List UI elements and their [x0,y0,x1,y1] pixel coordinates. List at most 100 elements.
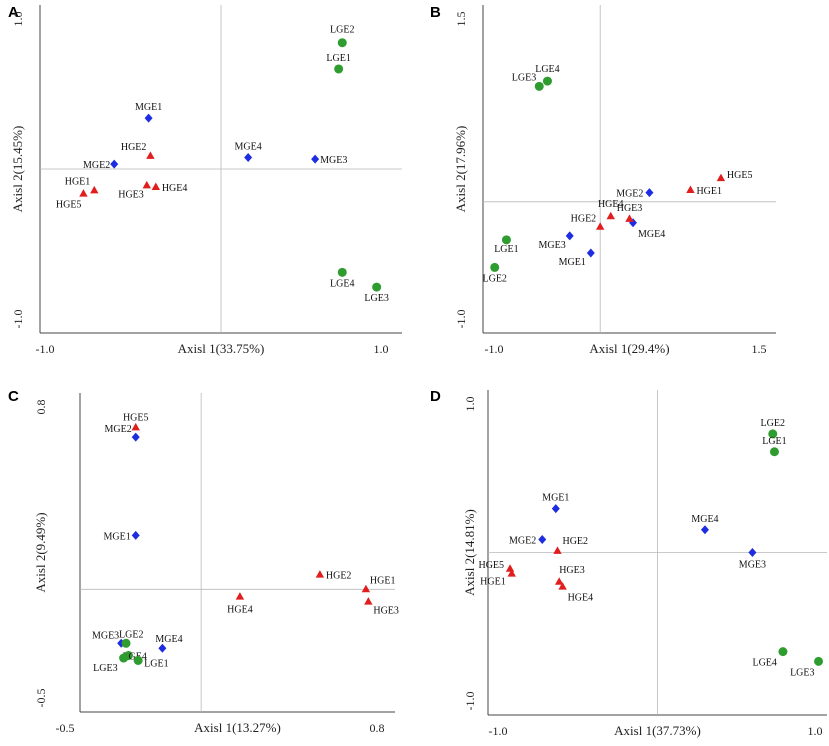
point-label-lge1: LGE1 [144,658,168,669]
point-lge3 [814,656,824,666]
point-lge4 [778,647,788,657]
point-hge2 [146,151,155,159]
panel-b: B -1.0 1.5 1.5 -1.0 Axisl 1(29.4%) Axisl 2(17.… [430,4,776,356]
point-label-hge3: HGE3 [559,565,585,576]
point-label-mge4: MGE4 [691,514,718,525]
point-mge3 [748,548,757,557]
point-hge4 [235,592,245,600]
point-label-lge4: LGE4 [752,658,776,669]
point-label-mge2: MGE2 [616,189,643,200]
point-label-lge4: LGE4 [330,278,354,289]
point-label-lge3: LGE3 [512,72,536,83]
point-mge4 [244,153,253,163]
point-label-hge2: HGE2 [121,142,147,153]
point-hge1 [90,185,99,194]
point-mge2 [110,159,119,169]
point-lge4 [337,267,347,277]
point-label-hge3: HGE3 [118,189,144,200]
point-mge4 [158,643,167,653]
point-label-lge2: LGE2 [482,273,506,284]
point-lge2 [121,638,131,648]
point-label-hge5: HGE5 [727,170,753,181]
point-lge2 [337,38,347,48]
point-label-mge1: MGE1 [135,102,162,113]
x-tick-label: -0.5 [56,721,75,735]
point-lge1 [133,655,143,665]
point-label-hge1: HGE1 [65,176,91,187]
point-mge3 [311,154,320,164]
point-hge3 [142,180,151,189]
panel-c: C -0.5 0.8 0.8 -0.5 Axisl 1(13.27%) Axisl 2(9.… [8,388,399,735]
point-label-hge1: HGE1 [480,577,506,588]
point-label-hge4: HGE4 [162,183,188,194]
point-label-hge5: HGE5 [123,412,149,423]
x-axis-label: Axisl 1(13.27%) [194,720,281,735]
point-hge3 [364,597,373,605]
point-lge3 [119,653,129,663]
y-tick-label: -1.0 [454,310,468,329]
point-label-mge3: MGE3 [538,240,565,251]
point-label-mge4: MGE4 [155,634,182,645]
x-axis-label: Axisl 1(33.75%) [178,341,265,356]
point-label-lge3: LGE3 [93,663,117,674]
point-label-mge2: MGE2 [104,424,131,435]
point-mge1 [144,113,153,123]
x-tick-label: 0.8 [370,721,385,735]
y-axis-label: Axisl 2(15.45%) [10,126,25,213]
panel-label-b: B [430,4,441,21]
point-label-lge1: LGE1 [762,436,786,447]
point-hge1 [361,584,371,593]
point-label-mge4: MGE4 [638,229,665,240]
y-tick-label: 1.5 [454,12,468,27]
x-tick-label: -1.0 [485,342,504,356]
y-tick-label: 1.0 [11,12,25,27]
point-mge4 [700,525,709,535]
point-mge1 [131,530,140,540]
point-label-lge2: LGE2 [119,629,143,640]
point-label-hge2: HGE2 [562,536,588,547]
point-hge5 [716,173,726,182]
point-label-lge3: LGE3 [364,293,388,304]
x-tick-label: -1.0 [36,342,55,356]
point-lge1 [501,235,511,245]
point-label-lge2: LGE2 [761,418,785,429]
x-axis-label: Axisl 1(37.73%) [614,723,701,738]
point-hge2 [596,222,605,230]
point-label-hge5: HGE5 [56,200,82,211]
panel-label-a: A [8,4,19,21]
y-axis-label: Axisl 2(14.81%) [462,509,477,596]
point-lge3 [372,282,382,292]
point-hge5 [505,564,515,572]
point-label-mge3: MGE3 [739,560,766,571]
point-hge1 [686,185,695,193]
point-hge1 [507,569,516,577]
point-label-mge3: MGE3 [320,155,347,166]
point-lge2 [768,429,778,439]
x-tick-label: 1.5 [752,342,767,356]
point-lge1 [769,447,779,457]
point-label-lge4: LGE4 [535,64,559,75]
point-label-lge2: LGE2 [330,25,354,36]
panel-d: D -1.0 1.0 1.0 -1.0 Axisl 1(37.73%) Axisl 2(14… [430,388,827,738]
point-label-hge4: HGE4 [227,605,253,616]
point-lge1 [334,64,344,74]
y-tick-label: -0.5 [34,689,48,708]
point-hge3 [554,577,564,585]
x-tick-label: 1.0 [808,724,823,738]
point-label-mge1: MGE1 [542,493,569,504]
panel-label-c: C [8,388,19,405]
point-label-mge2: MGE2 [509,536,536,547]
point-mge2 [645,188,654,198]
point-lge3 [534,81,544,91]
panel-a: A -1.0 1.0 1.0 -1.0 Axisl 1(33.75%) Axisl 2(15… [8,4,402,356]
y-tick-label: 1.0 [463,397,477,412]
point-label-mge1: MGE1 [103,531,130,542]
point-label-lge1: LGE1 [326,53,350,64]
point-hge2 [553,546,562,554]
point-lge4 [542,76,552,86]
x-tick-label: 1.0 [374,342,389,356]
point-label-hge3: HGE3 [373,606,399,617]
point-hge4 [558,582,567,590]
point-label-hge2: HGE2 [571,214,597,225]
